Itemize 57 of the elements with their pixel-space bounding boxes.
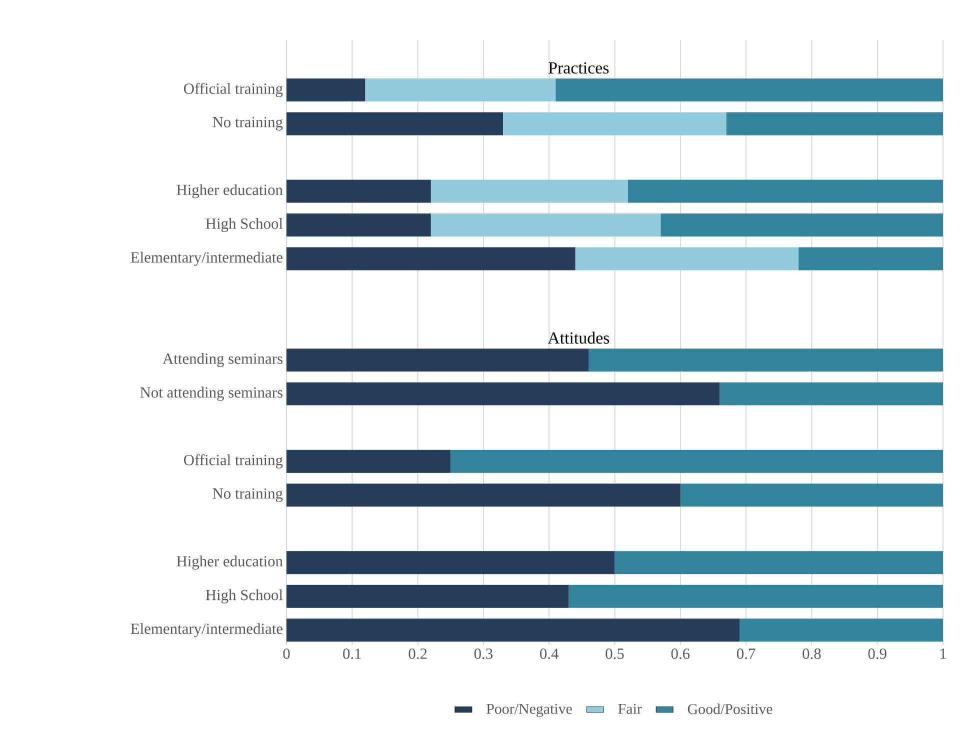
bar	[286, 247, 576, 270]
bar	[286, 551, 615, 574]
annotation: Practices	[548, 62, 609, 74]
bar	[286, 618, 740, 642]
bar	[739, 618, 944, 642]
x-tick-label: 0.4	[540, 648, 559, 659]
bar	[286, 78, 366, 102]
y-tick-label: No training	[212, 116, 283, 130]
x-tick-label: 0.6	[671, 648, 690, 659]
bar	[726, 112, 944, 136]
y-tick-label: Elementary/intermediate	[130, 623, 282, 638]
y-tick-label: Official training	[184, 82, 283, 98]
y-tick-label: Attending seminars	[162, 353, 282, 368]
y-tick-label: No training	[212, 488, 283, 502]
annotation: Attitudes	[548, 332, 610, 344]
x-tick-label: 0.8	[802, 648, 821, 659]
bar	[286, 348, 588, 372]
x-tick-label: 0.1	[343, 648, 361, 659]
x-tick-label: 0.3	[474, 648, 492, 659]
y-tick-label: High School	[206, 589, 283, 604]
x-tick-label: 1	[940, 648, 946, 659]
bar	[614, 551, 944, 574]
x-tick-label: 0.5	[606, 648, 624, 659]
x-tick-label: 0.2	[408, 648, 427, 659]
legend-label: Poor/Negative	[486, 704, 572, 717]
bar	[430, 180, 628, 203]
bar	[286, 450, 451, 473]
y-tick-label: High School	[206, 218, 283, 232]
bar	[286, 382, 720, 406]
x-tick-label: 0	[283, 648, 290, 659]
x-tick-label: 0.9	[868, 648, 886, 659]
legend-label: Fair	[618, 704, 642, 714]
bar	[286, 214, 431, 236]
bar	[286, 112, 504, 136]
bar	[628, 180, 944, 203]
bar	[450, 450, 944, 473]
y-tick-label: Official training	[184, 454, 283, 468]
y-tick-label: Higher education	[176, 556, 283, 570]
y-tick-label: Not attending seminars	[140, 386, 282, 401]
y-tick-label: Higher education	[176, 184, 283, 198]
bar	[556, 78, 944, 102]
bar	[503, 112, 726, 136]
bar	[286, 584, 569, 608]
y-tick-label: Elementary/intermediate	[130, 252, 282, 266]
x-tick-label: 0.7	[737, 648, 756, 659]
bar	[575, 247, 799, 270]
bar	[680, 484, 944, 507]
bar	[720, 382, 944, 406]
bar	[660, 214, 944, 236]
bar	[286, 484, 680, 507]
bar	[798, 247, 944, 270]
bar	[588, 348, 944, 372]
bar	[286, 180, 431, 203]
bar	[568, 584, 944, 608]
bar	[365, 78, 556, 102]
legend-label: Good/Positive	[688, 704, 772, 714]
bar	[430, 214, 661, 236]
